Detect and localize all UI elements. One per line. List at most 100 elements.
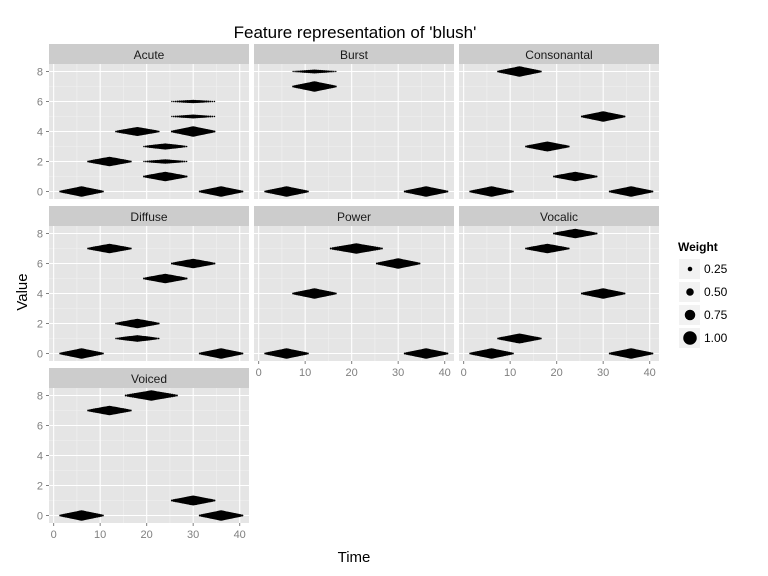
point-cluster <box>469 348 514 359</box>
data-point <box>155 322 159 325</box>
data-point <box>211 262 214 265</box>
data-point <box>239 352 242 355</box>
data-point <box>304 352 308 355</box>
x-tick-label: 10 <box>504 367 516 379</box>
data-point <box>209 100 212 103</box>
data-point <box>207 115 210 118</box>
point-cluster <box>469 186 514 197</box>
data-point <box>328 70 332 73</box>
data-point <box>497 70 500 73</box>
data-point <box>180 100 183 103</box>
data-point <box>213 499 216 502</box>
data-point <box>332 292 336 295</box>
data-point <box>446 352 449 355</box>
data-point <box>563 246 567 251</box>
data-point <box>239 514 242 517</box>
point-cluster <box>171 99 216 104</box>
data-point <box>507 351 511 356</box>
y-tick-label: 2 <box>37 481 43 493</box>
data-point <box>208 129 213 134</box>
facet-strip <box>254 44 454 64</box>
data-point <box>185 175 188 178</box>
data-point <box>595 232 598 235</box>
legend-key-point <box>686 288 694 296</box>
x-tick-label: 20 <box>346 367 358 379</box>
facet-strip <box>459 44 659 64</box>
data-point <box>646 189 651 194</box>
data-point <box>306 352 309 355</box>
y-tick-label: 4 <box>37 451 43 463</box>
data-point <box>126 394 130 397</box>
point-cluster <box>553 228 598 239</box>
data-point <box>124 394 127 397</box>
x-tick-label: 40 <box>644 367 656 379</box>
data-point <box>511 190 514 193</box>
data-point <box>580 115 583 118</box>
data-point <box>593 175 596 178</box>
data-point <box>651 352 654 355</box>
data-point <box>143 277 145 280</box>
data-point <box>153 129 157 134</box>
facet-strip-label: Diffuse <box>130 210 167 224</box>
facet-strip-label: Acute <box>134 48 165 62</box>
x-tick-label: 30 <box>597 367 609 379</box>
point-cluster <box>143 171 188 182</box>
data-point <box>127 247 131 250</box>
point-cluster <box>115 318 160 329</box>
y-tick-label: 6 <box>37 259 43 271</box>
point-cluster <box>143 273 188 284</box>
data-point <box>155 337 158 340</box>
data-point <box>175 394 178 397</box>
data-point <box>174 115 177 118</box>
data-point <box>181 145 184 148</box>
data-point <box>143 145 145 148</box>
data-point <box>97 513 101 518</box>
data-point <box>125 408 129 413</box>
data-point <box>299 70 303 73</box>
data-point <box>180 115 183 118</box>
data-point <box>378 247 381 250</box>
data-point <box>125 246 129 251</box>
data-point <box>185 160 188 163</box>
data-point <box>211 499 214 502</box>
data-point <box>413 261 418 266</box>
x-tick-label: 40 <box>439 367 451 379</box>
data-point <box>292 70 294 73</box>
legend-label: 0.50 <box>704 285 728 299</box>
data-point <box>608 352 611 355</box>
data-point <box>179 145 183 148</box>
x-tick-label: 0 <box>461 367 467 379</box>
facet-strip-label: Power <box>337 210 371 224</box>
data-point <box>264 352 267 355</box>
data-point <box>211 100 214 103</box>
point-cluster <box>198 186 244 197</box>
data-point <box>565 247 569 250</box>
point-cluster <box>608 348 654 359</box>
point-cluster <box>525 141 570 152</box>
data-point <box>127 409 131 412</box>
x-tick-label: 0 <box>256 367 262 379</box>
legend-label: 0.75 <box>704 308 728 322</box>
data-point <box>150 160 153 163</box>
data-point <box>148 160 151 163</box>
data-point <box>129 247 132 250</box>
facet-strip-label: Voiced <box>131 372 167 386</box>
point-cluster <box>497 66 542 77</box>
point-cluster <box>608 186 654 197</box>
data-point <box>145 160 147 163</box>
facet-panel-voiced: Voiced 0 2 4 6 8 0 10 20 30 40 <box>37 368 249 541</box>
chart-title: Feature representation of 'blush' <box>234 23 477 42</box>
data-point <box>201 100 205 103</box>
data-point <box>330 291 334 296</box>
data-point <box>203 100 206 103</box>
data-point <box>302 189 306 194</box>
point-cluster <box>198 510 244 521</box>
facet-panel-vocalic: Vocalic 0 10 20 30 40 <box>459 206 659 379</box>
legend: Weight 0.25 0.50 0.75 1.00 <box>678 240 728 348</box>
data-point <box>185 145 188 148</box>
data-point <box>623 292 626 295</box>
data-point <box>129 160 132 163</box>
data-point <box>175 160 179 163</box>
y-tick-label: 0 <box>37 187 43 199</box>
data-point <box>146 145 150 148</box>
